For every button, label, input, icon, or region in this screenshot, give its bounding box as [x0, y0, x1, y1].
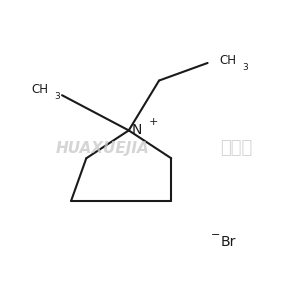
Text: 化学加: 化学加 [220, 139, 252, 157]
Text: HUAXUEJIA: HUAXUEJIA [56, 141, 150, 155]
Text: 3: 3 [242, 63, 248, 72]
Text: +: + [148, 117, 158, 127]
Text: CH: CH [220, 54, 237, 67]
Text: CH: CH [32, 83, 49, 96]
Text: −: − [211, 229, 220, 239]
Text: Br: Br [221, 235, 237, 249]
Text: N: N [132, 123, 142, 137]
Text: 3: 3 [54, 92, 60, 101]
